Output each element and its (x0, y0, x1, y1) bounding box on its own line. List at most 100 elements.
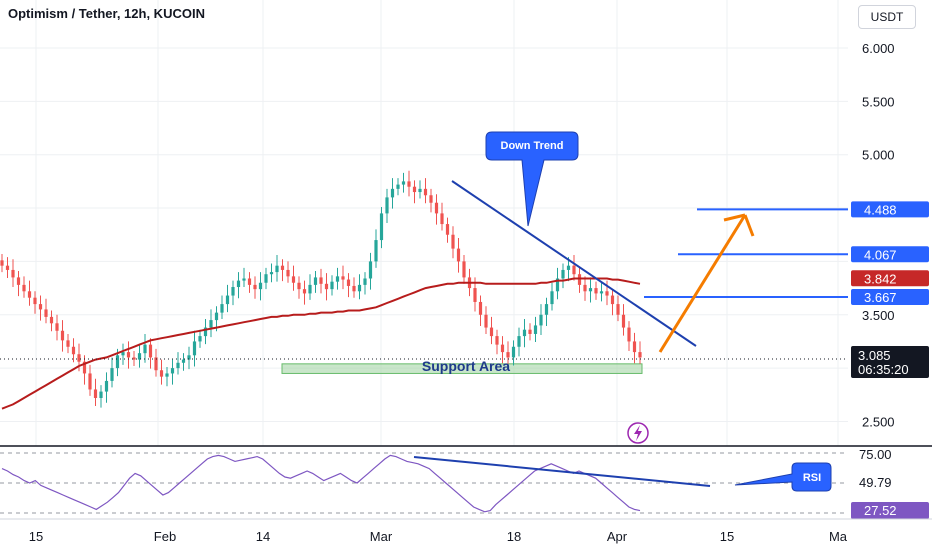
moving-average-line (1, 277, 641, 410)
rsi-current-tag: 49.79 (859, 475, 892, 490)
candle-bull (115, 355, 120, 369)
candle-bull (357, 284, 362, 292)
candle-bear (44, 309, 48, 317)
rsi-line (1, 454, 641, 513)
candle-bull (165, 373, 169, 377)
candle-bear (610, 295, 615, 305)
candle-bear (440, 213, 444, 225)
candle-bear (478, 301, 483, 315)
candle-bull (231, 287, 235, 296)
candle-bear (489, 327, 494, 337)
candle-bull (533, 325, 538, 334)
currency-button[interactable]: USDT (858, 5, 916, 29)
candle-bear (445, 224, 450, 235)
candle-bear (148, 344, 153, 358)
candle-bear (60, 330, 65, 341)
price-tag-label: 3.842 (864, 271, 897, 286)
price-tick-label: 3.500 (862, 308, 895, 323)
projection-arrow-head-left (723, 213, 746, 222)
rsi-lower-tag: 27.52 (851, 502, 929, 519)
candle-bull (363, 278, 367, 285)
projection-arrow[interactable] (658, 213, 755, 353)
candle-bear (451, 234, 455, 249)
candle-bull (374, 240, 378, 262)
candle-bear (616, 304, 620, 315)
lightning-icon[interactable] (627, 422, 649, 444)
candle-bull (418, 188, 422, 193)
rsi-current-value: 49.79 (859, 475, 892, 490)
candle-bear (280, 265, 285, 270)
candle-bull (110, 368, 114, 381)
candle-bull (396, 184, 400, 189)
candle-bear (77, 354, 81, 362)
rsi-panel: RSI (0, 447, 848, 519)
candle-bear (27, 291, 32, 298)
candle-bear (154, 357, 158, 371)
price-tag (851, 288, 929, 305)
rsi-axis-tick: 75.00 (859, 447, 892, 462)
candle-bull (214, 312, 219, 321)
down-trend-callout[interactable]: Down Trend (485, 131, 579, 227)
time-tick-label: Apr (607, 529, 628, 544)
price-axis[interactable] (848, 0, 932, 446)
candle-bear (0, 260, 4, 266)
candle-bull (209, 320, 213, 328)
candle-bear (500, 344, 505, 353)
candle-bull (220, 304, 224, 313)
rsi-lower-value: 27.52 (864, 503, 897, 518)
rsi-callout-label: RSI (803, 472, 821, 484)
candle-bear (341, 276, 345, 280)
candle-bear (462, 261, 466, 278)
candle-bear (55, 323, 59, 331)
candle-bear (407, 181, 411, 187)
candle-bear (324, 283, 329, 290)
price-tag (851, 270, 929, 287)
price-tag (851, 201, 929, 218)
candle-bear (5, 265, 10, 270)
resistance-levels (644, 208, 848, 298)
candle-bear (621, 314, 626, 328)
candle-bear (49, 316, 54, 324)
candle-bear (583, 284, 587, 292)
candle-bear (473, 288, 477, 302)
time-tick-label: Mar (370, 529, 393, 544)
candle-bear (126, 352, 131, 358)
price-tick-label: 6.000 (862, 41, 895, 56)
candle-bear (82, 361, 87, 374)
candle-bear (484, 314, 488, 328)
current-price-value: 3.085 (858, 348, 891, 363)
time-tick-label: 15 (720, 529, 734, 544)
candle-bull (176, 362, 180, 369)
candle-bear (11, 269, 15, 278)
candle-bull (258, 282, 263, 290)
time-tick-label: Feb (154, 529, 176, 544)
projection-arrow-head-right (743, 214, 755, 237)
candle-bear (291, 276, 296, 283)
price-tick-label: 2.500 (862, 414, 895, 429)
candle-bull (517, 336, 521, 347)
rsi-callout[interactable]: RSI (734, 462, 832, 492)
candle-bull (203, 327, 208, 337)
candle-bear (638, 352, 642, 358)
candle-bull (335, 276, 340, 282)
rsi-divergence-line[interactable] (413, 456, 711, 487)
price-tags: 4.488 4.067 3.842 3.667 (851, 201, 929, 305)
candle-bull (522, 329, 527, 337)
candle-bull (264, 274, 268, 283)
time-axis[interactable]: 15 Feb 14 Mar 18 Apr 15 Ma (29, 529, 848, 544)
support-area-label: Support Area (422, 358, 510, 374)
candle-bear (159, 370, 164, 377)
candle-bull (225, 295, 230, 305)
candle-bull (269, 272, 274, 275)
support-area: Support Area (281, 358, 643, 374)
candle-bull (170, 368, 175, 374)
candle-bear (93, 389, 98, 398)
rsi-guide-lines (0, 452, 848, 514)
candle-bear (528, 329, 532, 334)
candle-bull (181, 359, 186, 363)
downtrend-line[interactable] (451, 180, 697, 347)
down-trend-callout-label: Down Trend (501, 140, 564, 152)
candle-bull (385, 197, 389, 214)
